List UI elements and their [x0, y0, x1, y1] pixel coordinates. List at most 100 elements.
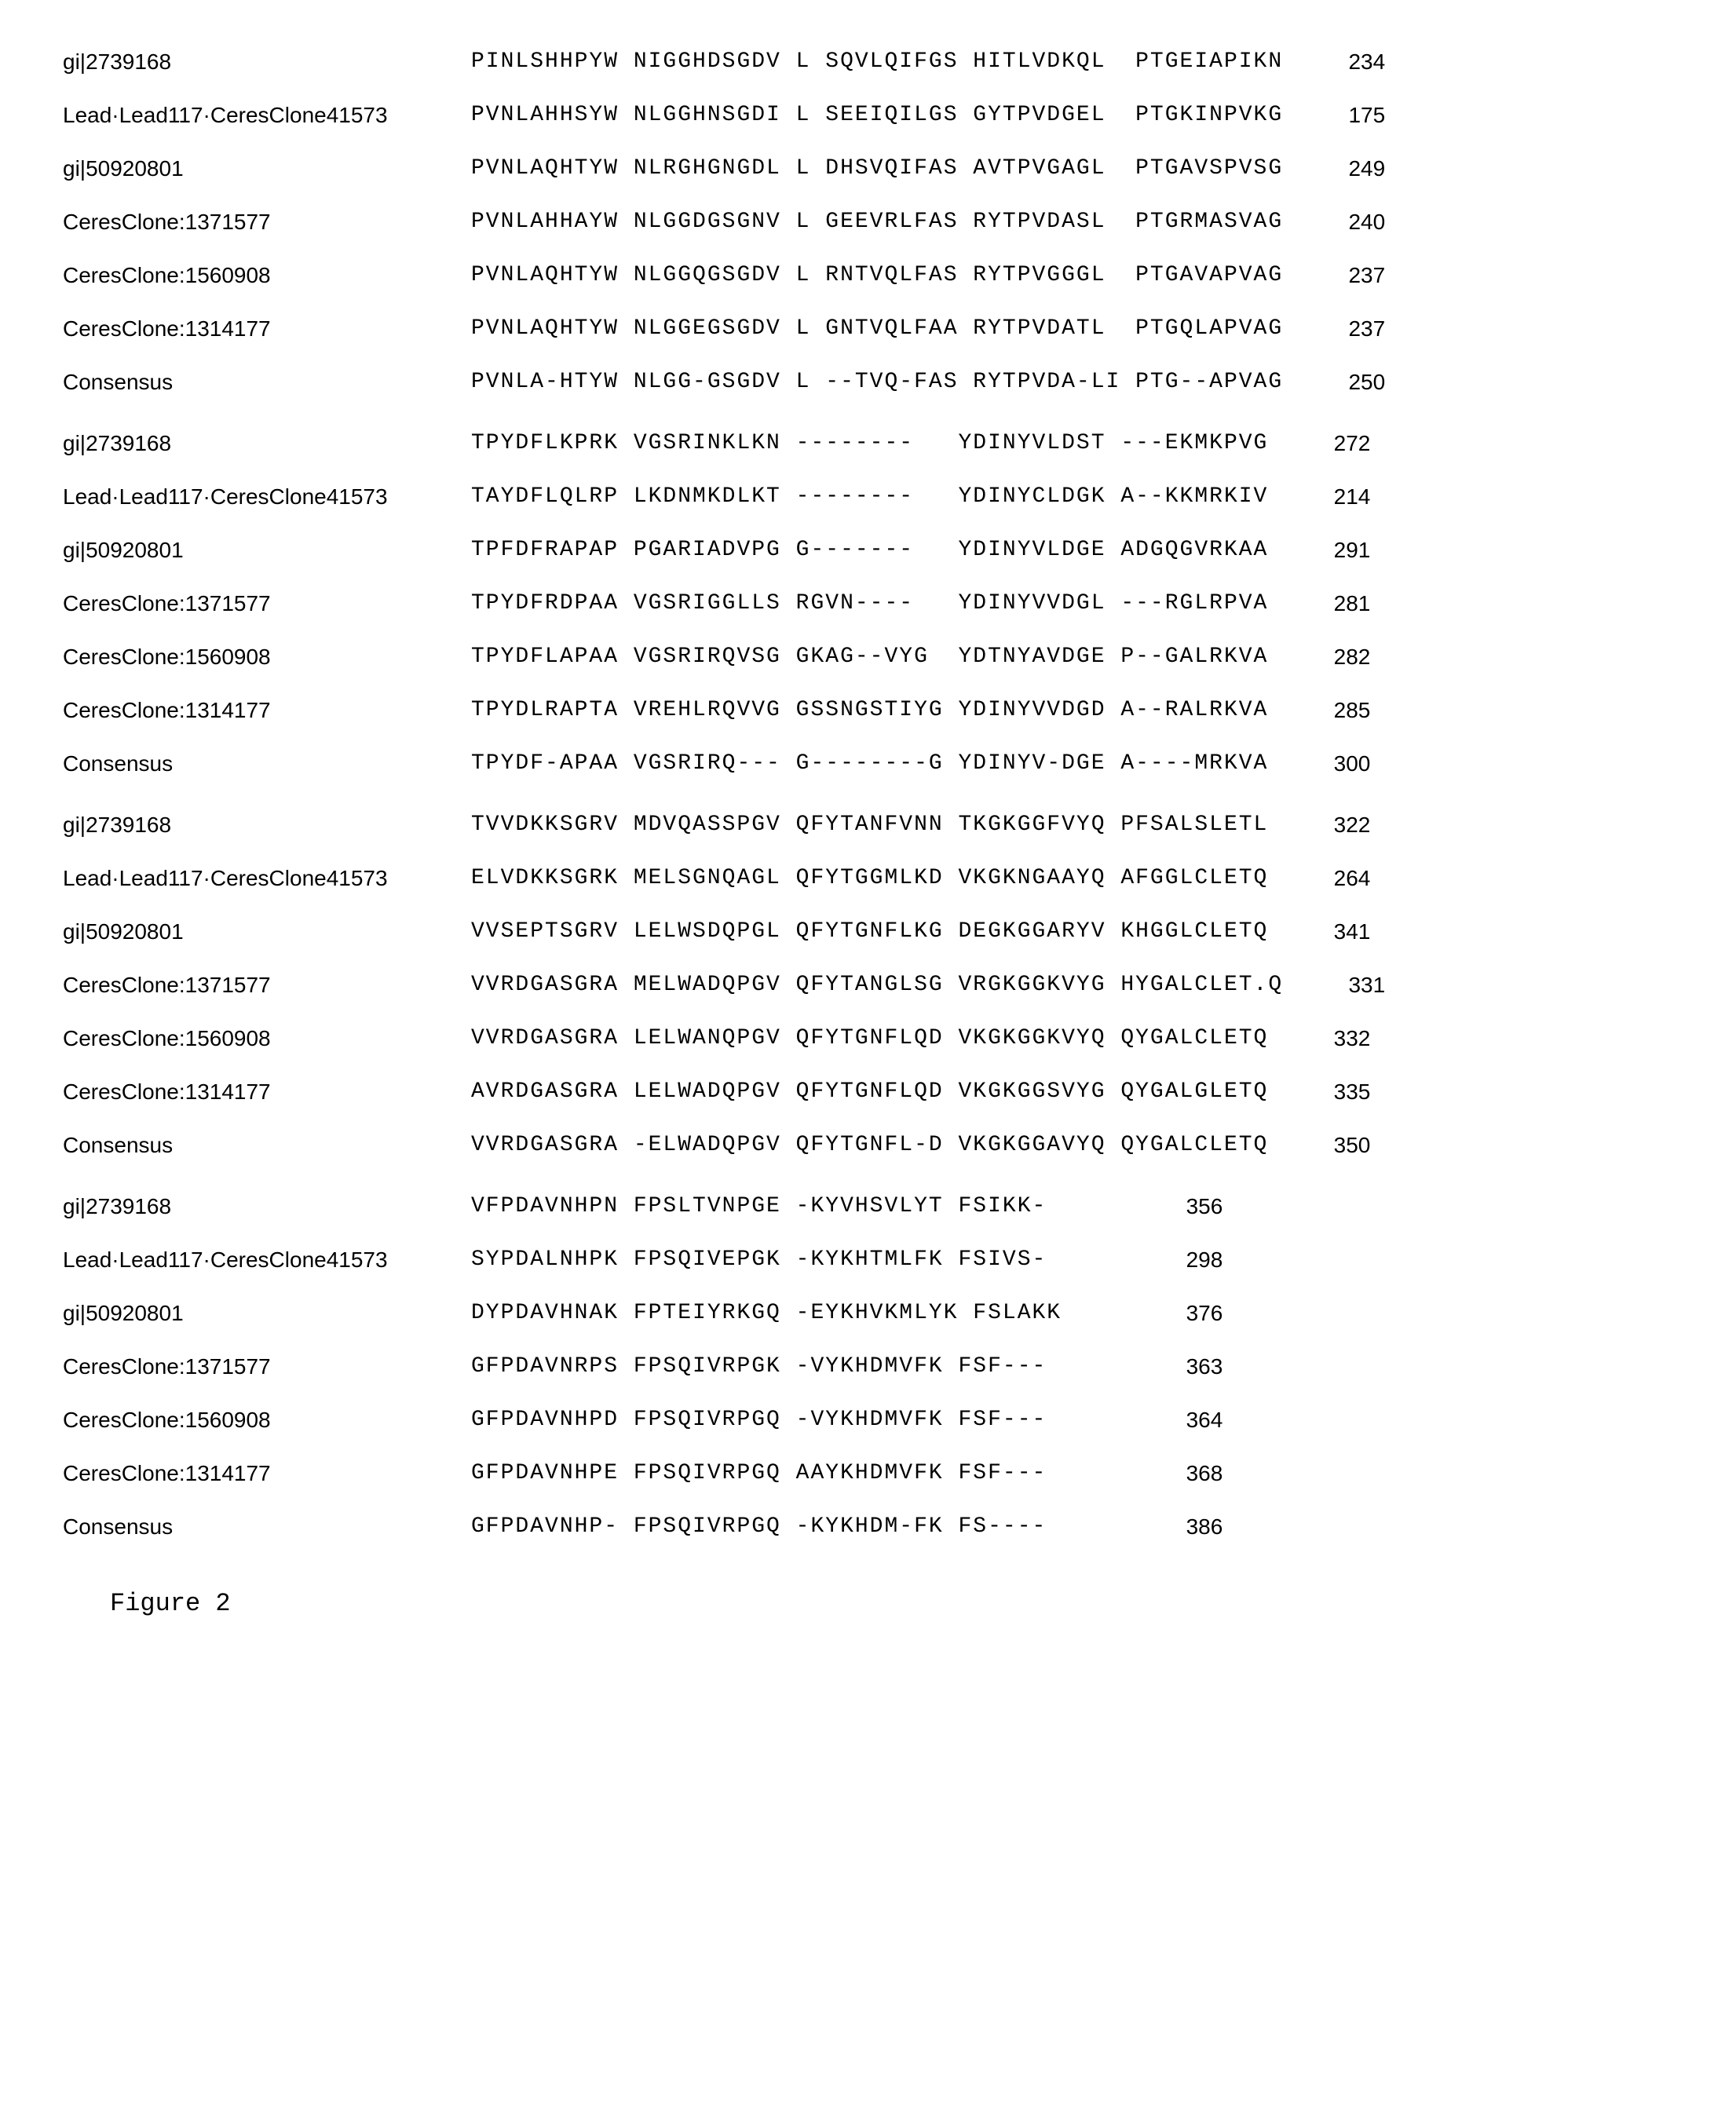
position-number: 282	[1268, 642, 1370, 672]
position-number: 322	[1268, 810, 1370, 840]
sequence-label: CeresClone:1314177	[63, 1077, 471, 1107]
sequence-text: PVNLAQHTYW NLGGEGSGDV L GNTVQLFAA RYTPVD…	[471, 314, 1283, 344]
consensus-row: ConsensusGFPDAVNHP- FPSQIVRPGQ -KYKHDM-F…	[63, 1512, 1672, 1542]
alignment-row: CeresClone:1371577GFPDAVNRPS FPSQIVRPGK …	[63, 1352, 1672, 1382]
sequence-text: PVNLAQHTYW NLRGHGNGDL L DHSVQIFAS AVTPVG…	[471, 154, 1283, 184]
sequence-label: gi|50920801	[63, 917, 471, 947]
position-number: 237	[1283, 314, 1385, 344]
sequence-label: Lead·Lead117·CeresClone41573	[63, 482, 471, 512]
alignment-row: gi|50920801DYPDAVHNAK FPTEIYRKGQ -EYKHVK…	[63, 1299, 1672, 1328]
sequence-label: gi|50920801	[63, 535, 471, 565]
alignment-row: Lead·Lead117·CeresClone41573PVNLAHHSYW N…	[63, 100, 1672, 130]
sequence-label: CeresClone:1560908	[63, 261, 471, 290]
sequence-label: Lead·Lead117·CeresClone41573	[63, 100, 471, 130]
sequence-label: gi|2739168	[63, 47, 471, 77]
position-number: 264	[1268, 864, 1370, 893]
alignment-row: Lead·Lead117·CeresClone41573TAYDFLQLRP L…	[63, 482, 1672, 512]
alignment-figure: gi|2739168PINLSHHPYW NIGGHDSGDV L SQVLQI…	[0, 0, 1735, 1665]
position-number: 285	[1268, 696, 1370, 725]
alignment-row: CeresClone:1371577TPYDFRDPAA VGSRIGGLLS …	[63, 589, 1672, 619]
position-number: 249	[1283, 154, 1385, 184]
position-number: 335	[1268, 1077, 1370, 1107]
alignment-row: CeresClone:1560908PVNLAQHTYW NLGGQGSGDV …	[63, 261, 1672, 290]
sequence-label: Consensus	[63, 1131, 471, 1160]
sequence-label: Lead·Lead117·CeresClone41573	[63, 864, 471, 893]
sequence-text: GFPDAVNHPE FPSQIVRPGQ AAYKHDMVFK FSF---	[471, 1459, 1120, 1489]
sequence-text: AVRDGASGRA LELWADQPGV QFYTGNFLQD VKGKGGS…	[471, 1077, 1268, 1107]
sequence-label: Lead·Lead117·CeresClone41573	[63, 1245, 471, 1275]
alignment-block: gi|2739168TPYDFLKPRK VGSRINKLKN --------…	[63, 429, 1672, 725]
position-number: 214	[1268, 482, 1370, 512]
alignment-row: CeresClone:1560908TPYDFLAPAA VGSRIRQVSG …	[63, 642, 1672, 672]
alignment-row: gi|2739168VFPDAVNHPN FPSLTVNPGE -KYVHSVL…	[63, 1192, 1672, 1222]
position-number: 363	[1120, 1352, 1223, 1382]
sequence-text: PVNLAQHTYW NLGGQGSGDV L RNTVQLFAS RYTPVG…	[471, 261, 1283, 290]
alignment-row: gi|50920801PVNLAQHTYW NLRGHGNGDL L DHSVQ…	[63, 154, 1672, 184]
sequence-text: GFPDAVNRPS FPSQIVRPGK -VYKHDMVFK FSF---	[471, 1352, 1120, 1382]
consensus-row: ConsensusTPYDF-APAA VGSRIRQ--- G--------…	[63, 749, 1672, 779]
sequence-text: TPYDLRAPTA VREHLRQVVG GSSNGSTIYG YDINYVV…	[471, 696, 1268, 725]
sequence-text: ELVDKKSGRK MELSGNQAGL QFYTGGMLKD VKGKNGA…	[471, 864, 1268, 893]
position-number: 281	[1268, 589, 1370, 619]
sequence-label: Consensus	[63, 749, 471, 779]
alignment-row: gi|50920801VVSEPTSGRV LELWSDQPGL QFYTGNF…	[63, 917, 1672, 947]
position-number: 376	[1120, 1299, 1223, 1328]
sequence-text: VFPDAVNHPN FPSLTVNPGE -KYVHSVLYT FSIKK-	[471, 1192, 1120, 1222]
sequence-label: CeresClone:1314177	[63, 1459, 471, 1489]
consensus-row: ConsensusPVNLA-HTYW NLGG-GSGDV L --TVQ-F…	[63, 367, 1672, 397]
sequence-text: PINLSHHPYW NIGGHDSGDV L SQVLQIFGS HITLVD…	[471, 47, 1283, 77]
sequence-label: CeresClone:1371577	[63, 207, 471, 237]
alignment-block: gi|2739168TVVDKKSGRV MDVQASSPGV QFYTANFV…	[63, 810, 1672, 1107]
alignment-row: CeresClone:1560908VVRDGASGRA LELWANQPGV …	[63, 1024, 1672, 1054]
sequence-label: CeresClone:1371577	[63, 970, 471, 1000]
alignment-row: CeresClone:1371577PVNLAHHAYW NLGGDGSGNV …	[63, 207, 1672, 237]
position-number: 237	[1283, 261, 1385, 290]
sequence-text: TVVDKKSGRV MDVQASSPGV QFYTANFVNN TKGKGGF…	[471, 810, 1268, 840]
position-number: 272	[1268, 429, 1370, 458]
sequence-label: CeresClone:1560908	[63, 1405, 471, 1435]
position-number: 332	[1268, 1024, 1370, 1054]
sequence-label: gi|50920801	[63, 1299, 471, 1328]
sequence-label: Consensus	[63, 1512, 471, 1542]
sequence-label: CeresClone:1371577	[63, 1352, 471, 1382]
position-number: 298	[1120, 1245, 1223, 1275]
sequence-text: VVRDGASGRA -ELWADQPGV QFYTGNFL-D VKGKGGA…	[471, 1131, 1268, 1160]
sequence-text: TPYDFLKPRK VGSRINKLKN -------- YDINYVLDS…	[471, 429, 1268, 458]
sequence-text: TPYDFLAPAA VGSRIRQVSG GKAG--VYG YDTNYAVD…	[471, 642, 1268, 672]
alignment-row: CeresClone:1314177PVNLAQHTYW NLGGEGSGDV …	[63, 314, 1672, 344]
sequence-label: gi|2739168	[63, 1192, 471, 1222]
sequence-text: GFPDAVNHP- FPSQIVRPGQ -KYKHDM-FK FS----	[471, 1512, 1120, 1542]
position-number: 250	[1283, 367, 1385, 397]
position-number: 350	[1268, 1131, 1370, 1160]
sequence-text: TAYDFLQLRP LKDNMKDLKT -------- YDINYCLDG…	[471, 482, 1268, 512]
position-number: 175	[1283, 100, 1385, 130]
figure-label: Figure 2	[110, 1589, 1672, 1618]
consensus-row: ConsensusVVRDGASGRA -ELWADQPGV QFYTGNFL-…	[63, 1131, 1672, 1160]
sequence-label: CeresClone:1560908	[63, 642, 471, 672]
sequence-text: PVNLAHHSYW NLGGHNSGDI L SEEIQILGS GYTPVD…	[471, 100, 1283, 130]
sequence-label: CeresClone:1371577	[63, 589, 471, 619]
sequence-text: TPFDFRAPAP PGARIADVPG G------- YDINYVLDG…	[471, 535, 1268, 565]
sequence-label: CeresClone:1560908	[63, 1024, 471, 1054]
alignment-row: CeresClone:1314177GFPDAVNHPE FPSQIVRPGQ …	[63, 1459, 1672, 1489]
alignment-block: gi|2739168PINLSHHPYW NIGGHDSGDV L SQVLQI…	[63, 47, 1672, 344]
sequence-label: CeresClone:1314177	[63, 314, 471, 344]
sequence-text: VVRDGASGRA MELWADQPGV QFYTANGLSG VRGKGGK…	[471, 970, 1283, 1000]
position-number: 291	[1268, 535, 1370, 565]
position-number: 240	[1283, 207, 1385, 237]
sequence-text: PVNLA-HTYW NLGG-GSGDV L --TVQ-FAS RYTPVD…	[471, 367, 1283, 397]
alignment-row: CeresClone:1314177TPYDLRAPTA VREHLRQVVG …	[63, 696, 1672, 725]
alignment-row: Lead·Lead117·CeresClone41573ELVDKKSGRK M…	[63, 864, 1672, 893]
sequence-text: VVRDGASGRA LELWANQPGV QFYTGNFLQD VKGKGGK…	[471, 1024, 1268, 1054]
alignment-row: Lead·Lead117·CeresClone41573SYPDALNHPK F…	[63, 1245, 1672, 1275]
alignment-row: gi|50920801TPFDFRAPAP PGARIADVPG G------…	[63, 535, 1672, 565]
sequence-text: PVNLAHHAYW NLGGDGSGNV L GEEVRLFAS RYTPVD…	[471, 207, 1283, 237]
position-number: 356	[1120, 1192, 1223, 1222]
sequence-label: gi|50920801	[63, 154, 471, 184]
alignment-blocks: gi|2739168PINLSHHPYW NIGGHDSGDV L SQVLQI…	[63, 47, 1672, 1542]
position-number: 386	[1120, 1512, 1223, 1542]
sequence-label: CeresClone:1314177	[63, 696, 471, 725]
position-number: 368	[1120, 1459, 1223, 1489]
alignment-row: CeresClone:1560908GFPDAVNHPD FPSQIVRPGQ …	[63, 1405, 1672, 1435]
alignment-block: gi|2739168VFPDAVNHPN FPSLTVNPGE -KYVHSVL…	[63, 1192, 1672, 1489]
